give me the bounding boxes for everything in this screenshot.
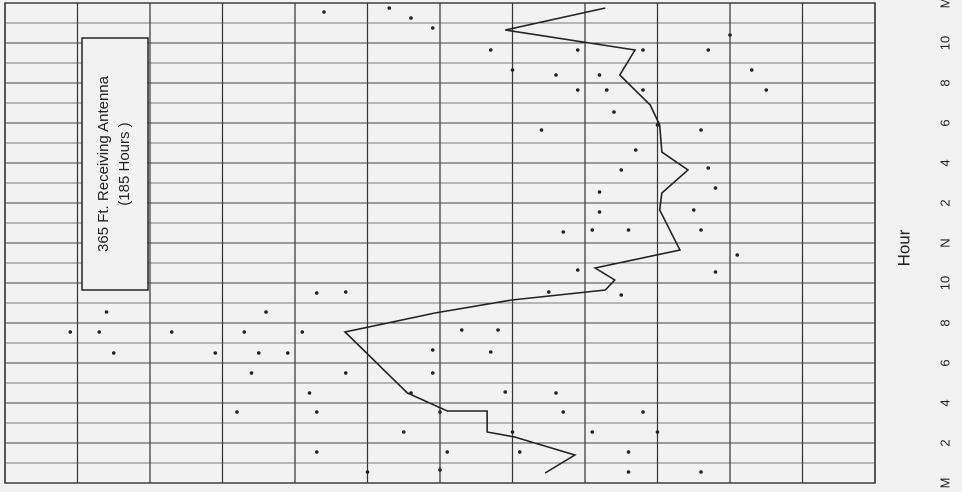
data-point (706, 166, 711, 170)
data-point (699, 128, 703, 132)
grid (4, 2, 876, 484)
x-tick-label: 4 (937, 159, 952, 166)
data-point (597, 210, 602, 214)
data-point (314, 410, 319, 414)
data-point (68, 330, 73, 334)
data-point (488, 48, 493, 52)
data-point (641, 88, 645, 92)
data-point (561, 230, 566, 234)
data-point (343, 290, 348, 294)
data-point (104, 310, 109, 314)
data-point (300, 330, 305, 334)
data-point (510, 430, 515, 434)
data-point (213, 351, 218, 355)
data-point (307, 391, 312, 395)
data-point (626, 470, 631, 474)
data-point (655, 430, 660, 434)
data-point (713, 270, 718, 274)
data-point (322, 10, 326, 14)
data-point (264, 310, 268, 314)
annotation-box (81, 37, 149, 291)
data-point (575, 88, 580, 92)
x-tick-label: 8 (937, 319, 952, 326)
data-point (510, 68, 515, 72)
x-axis-title: Hour (894, 229, 913, 266)
data-point (597, 190, 602, 194)
data-point (343, 371, 348, 375)
data-point (590, 430, 595, 434)
data-point (445, 450, 450, 454)
data-point (633, 148, 638, 152)
x-tick-label: 8 (937, 79, 952, 86)
data-point (517, 450, 522, 454)
data-point (401, 430, 406, 434)
data-point (430, 26, 435, 30)
data-point (235, 410, 239, 414)
x-tick-label: 2 (937, 439, 952, 446)
data-point (430, 348, 435, 352)
data-point (641, 48, 645, 52)
data-point (97, 330, 102, 334)
data-point (503, 390, 508, 394)
data-point (314, 450, 319, 454)
x-tick-label: 10 (937, 276, 952, 290)
annotation-line: 365 Ft. Receiving Antenna (95, 75, 112, 252)
data-point (242, 330, 247, 334)
data-point (575, 268, 580, 272)
data-point (619, 168, 624, 172)
data-point (706, 48, 711, 52)
data-point (575, 48, 580, 52)
data-point (728, 33, 732, 37)
data-point (699, 470, 703, 474)
data-point (619, 293, 624, 297)
x-tick-label: 6 (937, 359, 952, 366)
x-tick-label: 2 (937, 199, 952, 206)
data-point (626, 228, 631, 232)
data-point (169, 330, 174, 334)
data-point (554, 391, 558, 395)
data-point (546, 290, 551, 294)
data-point (604, 88, 609, 92)
data-point (735, 253, 740, 257)
data-point (285, 351, 290, 355)
data-point (256, 351, 261, 355)
x-tick-label: M (937, 0, 952, 8)
x-tick-label: 6 (937, 119, 952, 126)
x-tick-label: N (937, 238, 952, 247)
marks (68, 6, 769, 474)
data-point (438, 410, 442, 414)
data-point (409, 16, 413, 20)
data-point (409, 391, 413, 395)
data-point (749, 68, 754, 72)
data-point (626, 450, 631, 454)
x-tick-label: 10 (937, 36, 952, 50)
data-point (496, 328, 500, 332)
data-point (249, 371, 254, 375)
data-point (655, 123, 660, 127)
data-point (314, 291, 319, 295)
data-point (554, 73, 558, 77)
data-point (590, 228, 595, 232)
data-point (459, 328, 464, 332)
x-tick-label: M (937, 478, 952, 489)
data-point (488, 350, 493, 354)
data-point (561, 410, 566, 414)
data-point (430, 371, 435, 375)
data-point (691, 208, 696, 212)
data-point (713, 186, 718, 190)
x-tick-label: 4 (937, 399, 952, 406)
data-point (764, 88, 769, 92)
data-point (438, 468, 442, 472)
data-point (365, 470, 370, 474)
median-line (343, 7, 690, 474)
data-point (641, 410, 645, 414)
data-point (387, 6, 392, 10)
annotation-line: (185 Hours ) (116, 122, 133, 205)
data-point (539, 128, 544, 132)
data-point (699, 228, 703, 232)
data-point (597, 73, 602, 77)
data-point (111, 351, 116, 355)
data-point (612, 110, 616, 114)
